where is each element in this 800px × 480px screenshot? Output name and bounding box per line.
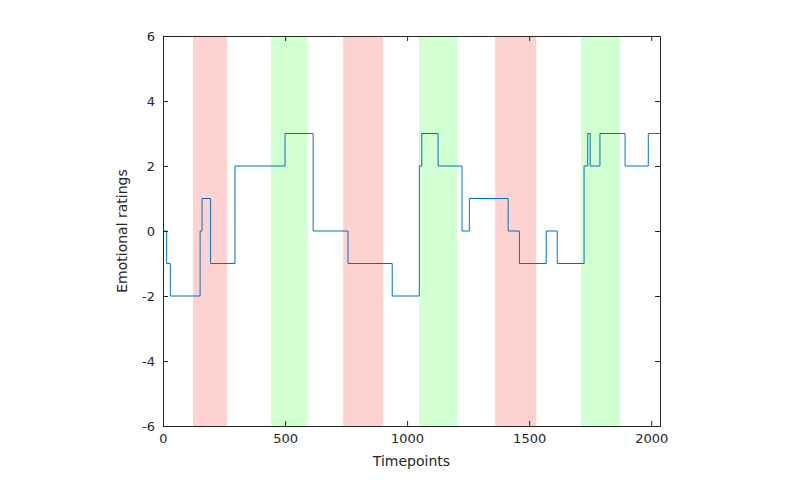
tick	[655, 231, 660, 232]
tick-mark	[285, 421, 286, 426]
tick-mark	[163, 361, 168, 362]
tick: 1000	[391, 421, 424, 446]
tick	[655, 36, 660, 37]
shaded-region	[193, 36, 227, 426]
tick-mark	[529, 421, 530, 426]
tick-mark	[163, 36, 168, 37]
shaded-region	[343, 36, 383, 426]
tick: 4	[147, 94, 168, 109]
tick-mark	[163, 296, 168, 297]
x-axis-line	[164, 426, 661, 427]
tick: -6	[142, 419, 168, 434]
plot-background	[163, 36, 660, 426]
tick: -2	[142, 289, 168, 304]
tick-mark	[651, 36, 652, 41]
tick-label: -2	[142, 289, 155, 304]
tick	[407, 36, 408, 41]
tick-label: 500	[273, 431, 298, 446]
tick-label: 2000	[635, 431, 668, 446]
tick: 2	[147, 159, 168, 174]
x-axis-title: Timepoints	[372, 453, 450, 469]
y-right-axis	[655, 37, 661, 427]
tick-label: 2	[147, 159, 155, 174]
tick-mark	[655, 231, 660, 232]
tick: 500	[273, 421, 298, 446]
tick-mark	[655, 166, 660, 167]
tick-label: 1500	[513, 431, 546, 446]
tick-mark	[285, 36, 286, 41]
rating-line	[163, 134, 660, 297]
plot: 0 500 1000 1500 2000 -6 -4 -2 0 2 4 6	[142, 29, 668, 447]
tick	[655, 361, 660, 362]
tick	[655, 426, 660, 427]
tick	[651, 36, 652, 41]
tick: 1500	[513, 421, 546, 446]
y-right-axis-line	[660, 37, 661, 427]
tick-label: -4	[142, 354, 155, 369]
marks	[163, 36, 660, 426]
tick	[655, 101, 660, 102]
shaded-region	[271, 36, 308, 426]
y-axis: -6 -4 -2 0 2 4 6	[142, 29, 168, 434]
x-top-axis	[164, 36, 661, 41]
tick-mark	[529, 36, 530, 41]
tick	[529, 36, 530, 41]
tick-label: 1000	[391, 431, 424, 446]
chart: 0 500 1000 1500 2000 -6 -4 -2 0 2 4 6 Timepoints Emot…	[0, 0, 800, 480]
tick-mark	[163, 166, 168, 167]
tick-label: -6	[142, 419, 155, 434]
x-top-axis-line	[164, 36, 661, 37]
tick-label: 4	[147, 94, 155, 109]
tick-mark	[407, 421, 408, 426]
y-axis-title: Emotional ratings	[114, 169, 130, 293]
tick	[655, 296, 660, 297]
tick-label: 6	[147, 29, 155, 44]
tick: 2000	[635, 421, 668, 446]
tick-mark	[655, 361, 660, 362]
tick-mark	[163, 101, 168, 102]
tick-label: 0	[159, 431, 167, 446]
tick-mark	[651, 421, 652, 426]
shaded-region	[419, 36, 457, 426]
tick-mark	[655, 426, 660, 427]
x-axis: 0 500 1000 1500 2000	[159, 421, 668, 446]
shaded-region	[581, 36, 620, 426]
tick-mark	[655, 296, 660, 297]
tick-mark	[655, 36, 660, 37]
tick-mark	[655, 101, 660, 102]
tick: 6	[147, 29, 168, 44]
tick: -4	[142, 354, 168, 369]
tick	[285, 36, 286, 41]
tick	[655, 166, 660, 167]
tick: 0	[147, 224, 168, 239]
tick-label: 0	[147, 224, 155, 239]
tick-mark	[163, 426, 168, 427]
tick-mark	[163, 231, 168, 232]
tick-mark	[407, 36, 408, 41]
